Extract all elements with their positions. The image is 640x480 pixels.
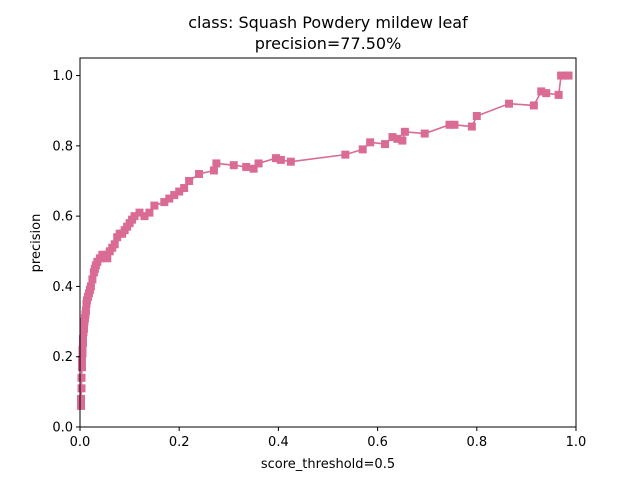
data-point — [276, 155, 285, 164]
data-point — [81, 307, 90, 316]
data-point — [185, 177, 194, 185]
data-point — [76, 394, 85, 403]
data-point — [86, 282, 95, 291]
data-point — [88, 275, 97, 284]
x-tick-label: 0.0 — [70, 435, 91, 450]
data-point — [467, 122, 476, 131]
data-point — [557, 71, 566, 80]
data-point — [254, 159, 263, 168]
data-point — [195, 169, 204, 178]
data-point — [529, 101, 538, 110]
data-point — [537, 87, 546, 96]
data-point — [554, 90, 563, 99]
y-tick-label: 0.4 — [52, 280, 73, 295]
data-point — [398, 136, 407, 145]
data-point — [77, 356, 86, 365]
data-point — [135, 208, 144, 217]
x-tick-label: 0.8 — [466, 435, 487, 450]
y-axis: 0.0 0.2 0.4 0.6 0.8 1.0 — [52, 69, 80, 436]
data-point — [150, 201, 159, 210]
data-point — [170, 191, 179, 200]
data-point — [286, 157, 295, 166]
data-point — [242, 162, 251, 171]
data-point — [145, 208, 154, 217]
data-point — [450, 120, 459, 129]
y-tick-label: 0.2 — [52, 350, 73, 365]
data-point — [77, 384, 86, 393]
chart-subtitle: precision=77.50% — [255, 34, 402, 53]
data-point — [393, 134, 402, 143]
data-point — [76, 401, 85, 410]
data-point — [180, 184, 189, 193]
data-point — [78, 345, 87, 354]
data-point — [271, 154, 280, 163]
data-point — [542, 89, 551, 98]
y-axis-label: precision — [29, 214, 44, 273]
data-point — [400, 127, 409, 136]
x-axis-label: score_threshold=0.5 — [261, 457, 395, 472]
data-point — [140, 212, 149, 221]
x-tick-label: 0.2 — [169, 435, 190, 450]
y-tick-label: 0.6 — [52, 210, 73, 225]
data-point — [130, 212, 139, 221]
data-point — [209, 166, 218, 175]
data-point — [160, 198, 169, 207]
data-point — [381, 140, 390, 149]
chart-title: class: Squash Powdery mildew leaf — [188, 13, 468, 32]
data-point — [366, 138, 375, 147]
x-tick-label: 0.6 — [367, 435, 388, 450]
data-point — [505, 99, 514, 108]
y-tick-label: 0.0 — [52, 421, 73, 436]
data-point — [420, 129, 429, 138]
y-tick-label: 1.0 — [52, 69, 73, 84]
data-point — [564, 71, 573, 80]
data-point — [249, 164, 258, 173]
data-point — [472, 111, 481, 120]
x-tick-label: 0.4 — [268, 435, 289, 450]
data-point — [229, 161, 238, 170]
data-point — [78, 335, 87, 344]
x-tick-label: 1.0 — [566, 435, 587, 450]
data-point — [212, 159, 221, 168]
data-point — [103, 254, 112, 263]
data-point — [77, 373, 86, 382]
series-line — [80, 74, 569, 406]
data-point — [110, 240, 119, 249]
plot-area — [76, 71, 573, 410]
data-point — [445, 120, 454, 129]
axes-frame — [79, 57, 577, 428]
data-point — [165, 194, 174, 203]
data-point — [341, 150, 350, 159]
data-point — [175, 187, 184, 196]
x-axis: 0.0 0.2 0.4 0.6 0.8 1.0 — [70, 427, 587, 450]
data-point — [358, 145, 367, 154]
y-tick-label: 0.8 — [52, 139, 73, 154]
data-point — [388, 133, 397, 142]
data-point — [77, 363, 86, 372]
